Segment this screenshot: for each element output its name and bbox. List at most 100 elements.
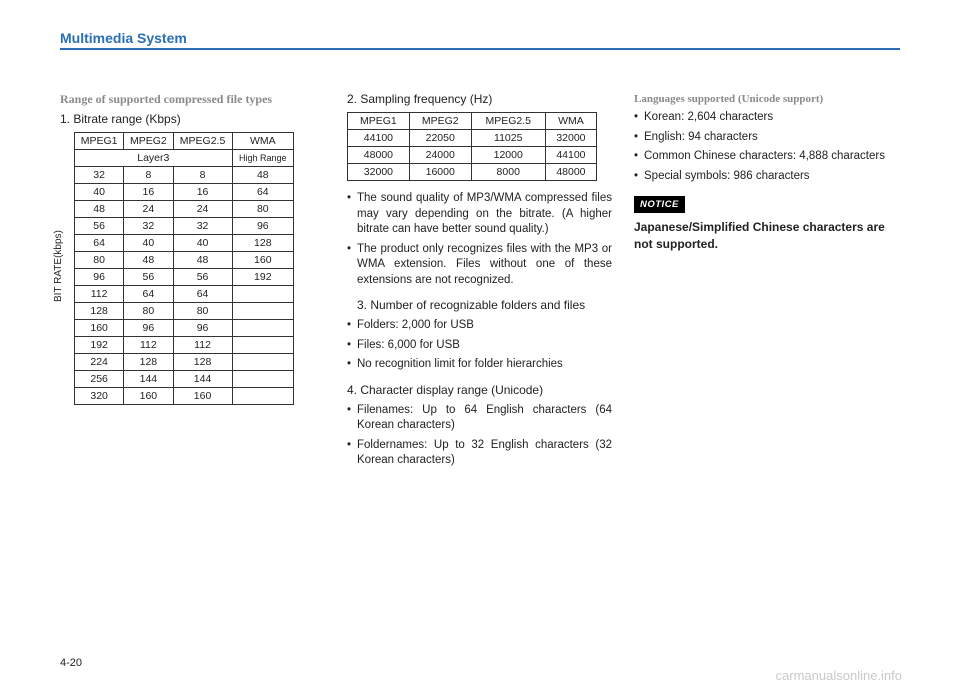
col3-heading: Languages supported (Unicode support) xyxy=(634,92,899,106)
col2-sub4: 4. Character display range (Unicode) xyxy=(347,383,612,397)
list-item: Korean: 2,604 characters xyxy=(634,110,899,126)
list-item: English: 94 characters xyxy=(634,130,899,146)
notice-text: Japanese/Simplified Chinese characters a… xyxy=(634,219,899,251)
td: 32 xyxy=(124,217,173,234)
td xyxy=(232,319,293,336)
th: WMA xyxy=(232,132,293,149)
td: 64 xyxy=(173,285,232,302)
td: 11025 xyxy=(471,130,545,147)
td: 80 xyxy=(124,302,173,319)
col2-sub3: 3. Number of recognizable folders and fi… xyxy=(347,298,612,312)
td: 8 xyxy=(173,166,232,183)
td: 128 xyxy=(124,353,173,370)
list-item: The product only recognizes files with t… xyxy=(347,242,612,289)
th: MPEG1 xyxy=(75,132,124,149)
table-row: 192112112 xyxy=(75,336,294,353)
td: 48 xyxy=(75,200,124,217)
bullet-list: Korean: 2,604 characters English: 94 char… xyxy=(634,110,899,184)
page: Multimedia System Range of supported com… xyxy=(60,30,900,650)
td xyxy=(232,336,293,353)
page-number: 4-20 xyxy=(60,657,82,669)
td: 40 xyxy=(173,234,232,251)
td xyxy=(232,387,293,404)
td: 160 xyxy=(75,319,124,336)
td xyxy=(232,353,293,370)
table-row: 40161664 xyxy=(75,183,294,200)
column-2: 2. Sampling frequency (Hz) MPEG1 MPEG2 M… xyxy=(347,92,612,477)
td: 48000 xyxy=(348,147,410,164)
td: 128 xyxy=(75,302,124,319)
sampling-table: MPEG1 MPEG2 MPEG2.5 WMA 4410022050110253… xyxy=(347,112,597,181)
bullet-list: Folders: 2,000 for USBFiles: 6,000 for U… xyxy=(347,318,612,373)
th: MPEG2 xyxy=(124,132,173,149)
th: MPEG1 xyxy=(348,113,410,130)
td: 144 xyxy=(173,370,232,387)
td: 160 xyxy=(124,387,173,404)
td: 112 xyxy=(124,336,173,353)
td: High Range xyxy=(232,149,293,166)
list-item: Common Chinese characters: 4,888 charact… xyxy=(634,149,899,165)
column-1: Range of supported compressed file types… xyxy=(60,92,325,477)
list-item: Special symbols: 986 characters xyxy=(634,169,899,185)
table-row: 56323296 xyxy=(75,217,294,234)
header-rule xyxy=(60,48,900,50)
table-row: 320160160 xyxy=(75,387,294,404)
td: 224 xyxy=(75,353,124,370)
column-3: Languages supported (Unicode support) Ko… xyxy=(634,92,899,477)
list-item: Filenames: Up to 64 English characters (… xyxy=(347,403,612,434)
watermark: carmanualsonline.info xyxy=(776,668,902,683)
table-row: 804848160 xyxy=(75,251,294,268)
section-header: Multimedia System xyxy=(60,30,900,46)
td: 32000 xyxy=(348,164,410,181)
td: 160 xyxy=(173,387,232,404)
td: 32 xyxy=(173,217,232,234)
table-row: Layer3 High Range xyxy=(75,149,294,166)
td: 56 xyxy=(124,268,173,285)
td: 96 xyxy=(173,319,232,336)
td: 40 xyxy=(124,234,173,251)
bullet-list: The sound quality of MP3/WMA compressed … xyxy=(347,191,612,288)
table-row: 1288080 xyxy=(75,302,294,319)
td: 96 xyxy=(75,268,124,285)
th: MPEG2.5 xyxy=(173,132,232,149)
td: 24 xyxy=(173,200,232,217)
th: MPEG2.5 xyxy=(471,113,545,130)
td: 192 xyxy=(75,336,124,353)
col1-sub1: 1. Bitrate range (Kbps) xyxy=(60,112,325,126)
table-row: 48242480 xyxy=(75,200,294,217)
td: 16 xyxy=(173,183,232,200)
td xyxy=(232,302,293,319)
td: 48 xyxy=(173,251,232,268)
td: 16000 xyxy=(409,164,471,181)
td: 80 xyxy=(75,251,124,268)
content-columns: Range of supported compressed file types… xyxy=(60,92,900,477)
table-row: 1609696 xyxy=(75,319,294,336)
td: 8 xyxy=(124,166,173,183)
td: 80 xyxy=(173,302,232,319)
table-row: 3200016000800048000 xyxy=(348,164,597,181)
table-row: MPEG1 MPEG2 MPEG2.5 WMA xyxy=(348,113,597,130)
td: 48 xyxy=(124,251,173,268)
list-item: The sound quality of MP3/WMA compressed … xyxy=(347,191,612,238)
table-row: 1126464 xyxy=(75,285,294,302)
td: 112 xyxy=(173,336,232,353)
td: 56 xyxy=(75,217,124,234)
td: 16 xyxy=(124,183,173,200)
list-item: No recognition limit for folder hierarch… xyxy=(347,357,612,373)
td: 24000 xyxy=(409,147,471,164)
bitrate-axis-label: BIT RATE(kbps) xyxy=(53,230,64,302)
td: 160 xyxy=(232,251,293,268)
table-row: 224128128 xyxy=(75,353,294,370)
table-row: 44100220501102532000 xyxy=(348,130,597,147)
td: 96 xyxy=(124,319,173,336)
td: 112 xyxy=(75,285,124,302)
td: 64 xyxy=(75,234,124,251)
col2-sub2: 2. Sampling frequency (Hz) xyxy=(347,92,612,106)
td: 24 xyxy=(124,200,173,217)
bullet-list: Filenames: Up to 64 English characters (… xyxy=(347,403,612,469)
col1-heading: Range of supported compressed file types xyxy=(60,92,325,108)
td: 48 xyxy=(232,166,293,183)
table-row: MPEG1 MPEG2 MPEG2.5 WMA xyxy=(75,132,294,149)
td xyxy=(232,370,293,387)
list-item: Foldernames: Up to 32 English characters… xyxy=(347,438,612,469)
